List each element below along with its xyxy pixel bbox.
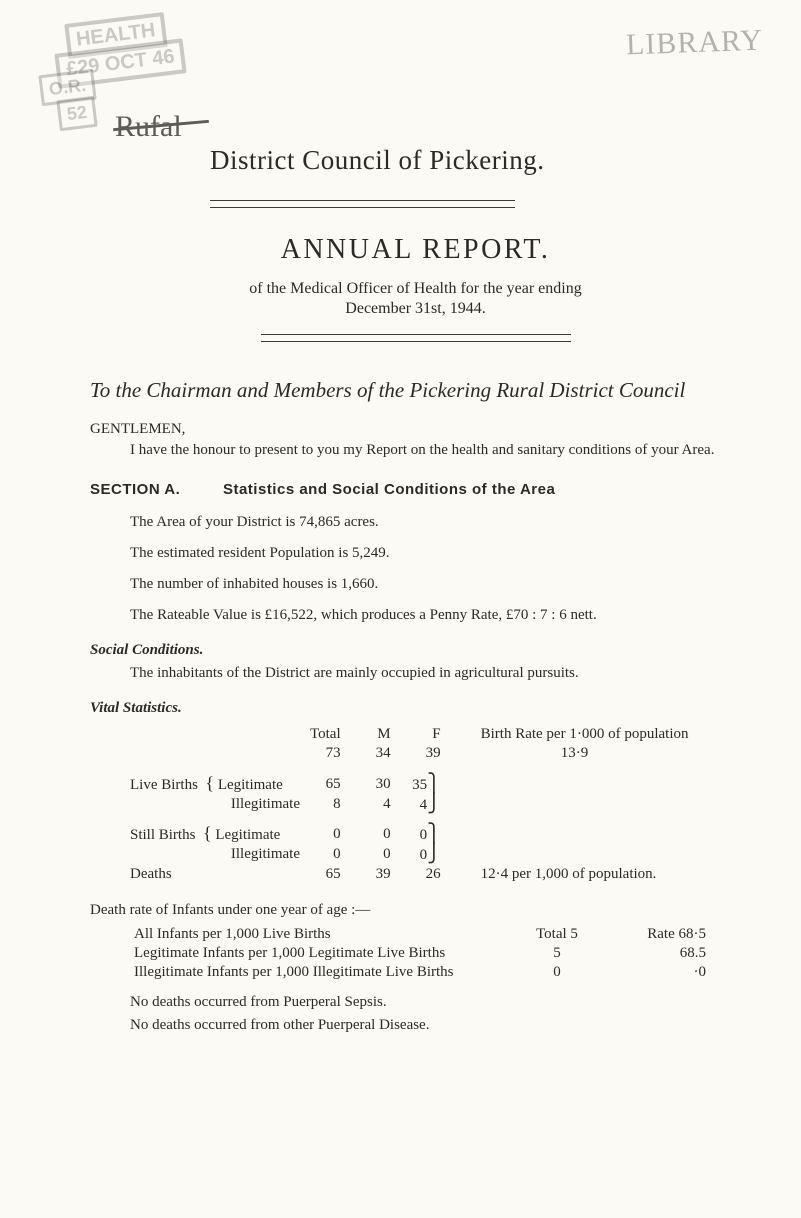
intro-paragraph: I have the honour to present to you my R… — [90, 442, 741, 459]
cell: 65 — [300, 865, 351, 884]
death-rate-text: 12·4 per 1,000 of population. — [451, 865, 699, 884]
section-a-heading: SECTION A. Statistics and Social Conditi… — [90, 481, 741, 498]
cell: Legitimate Infants per 1,000 Legitimate … — [130, 944, 518, 963]
rule-double-top — [210, 200, 515, 208]
col-header: F — [401, 725, 451, 744]
infant-death-head: Death rate of Infants under one year of … — [90, 902, 741, 919]
deaths-label: Deaths — [120, 865, 300, 884]
cell: 30 — [351, 775, 401, 795]
table-row: 73 34 39 13·9 — [120, 744, 699, 763]
table-row: Live Births { Legitimate 65 30 35⎫ — [120, 775, 699, 795]
cell: ·0 — [596, 963, 710, 982]
page: LIBRARY HEALTH £29 OCT 46 O.R. 52 Rufal … — [0, 0, 801, 1218]
area-line: The Rateable Value is £16,522, which pro… — [130, 607, 741, 624]
cell: 8 — [300, 795, 351, 815]
infant-death-rate-block: Death rate of Infants under one year of … — [90, 902, 741, 1034]
cell: 0 — [420, 847, 428, 863]
legitimate-label: Legitimate — [218, 777, 283, 793]
infant-mortality-table: All Infants per 1,000 Live Births Total … — [130, 925, 710, 982]
rule-double-mid — [261, 334, 571, 342]
cell: Illegitimate Infants per 1,000 Illegitim… — [130, 963, 518, 982]
illegitimate-label: Illegitimate — [231, 796, 300, 812]
social-conditions-text: The inhabitants of the District are main… — [130, 665, 741, 682]
cell: 65 — [300, 775, 351, 795]
section-a-label: SECTION A. — [90, 481, 180, 498]
table-row: Still Births { Legitimate 0 0 0⎫ — [120, 825, 699, 845]
cell: 39 — [351, 865, 401, 884]
cell: 0 — [518, 963, 596, 982]
live-births-label: Live Births — [130, 777, 198, 793]
cell: Rate 68·5 — [596, 925, 710, 944]
no-deaths-line: No deaths occurred from other Puerperal … — [130, 1017, 741, 1034]
col-header: M — [351, 725, 401, 744]
table-row: Illegitimate Infants per 1,000 Illegitim… — [130, 963, 710, 982]
vital-statistics-head: Vital Statistics. — [90, 700, 741, 717]
cell: 0 — [351, 845, 401, 865]
table-row: Illegitimate 0 0 0⎭ — [120, 845, 699, 865]
cell: 73 — [300, 744, 351, 763]
cell: 68.5 — [596, 944, 710, 963]
table-row: Illegitimate 8 4 4⎭ — [120, 795, 699, 815]
headline: District Council of Pickering. — [210, 145, 741, 176]
still-births-label: Still Births — [130, 827, 195, 843]
cell: All Infants per 1,000 Live Births — [130, 925, 518, 944]
table-row: Deaths 65 39 26 12·4 per 1,000 of popula… — [120, 865, 699, 884]
cell: 5 — [518, 944, 596, 963]
col-header: Total — [300, 725, 351, 744]
illegitimate-label: Illegitimate — [231, 846, 300, 862]
social-conditions-head: Social Conditions. — [90, 642, 741, 659]
table-row: Legitimate Infants per 1,000 Legitimate … — [130, 944, 710, 963]
section-a-title: Statistics and Social Conditions of the … — [223, 481, 555, 498]
cell: 4 — [420, 797, 428, 813]
no-deaths-line: No deaths occurred from Puerperal Sepsis… — [130, 994, 741, 1011]
cell: 39 — [401, 744, 451, 763]
gentlemen-salutation: GENTLEMEN, — [90, 421, 741, 438]
library-watermark: LIBRARY — [625, 24, 763, 63]
vital-statistics-table: Total M F Birth Rate per 1·000 of popula… — [120, 725, 699, 884]
subline-2: December 31st, 1944. — [90, 300, 741, 318]
cell: 35 — [412, 777, 427, 793]
cell: 4 — [351, 795, 401, 815]
annual-report-title: ANNUAL REPORT. — [90, 234, 741, 266]
area-line: The number of inhabited houses is 1,660. — [130, 576, 741, 593]
cell: Total 5 — [518, 925, 596, 944]
cell: 0 — [300, 845, 351, 865]
cell: 0 — [300, 825, 351, 845]
birth-rate-label: Birth Rate per 1·000 of population — [451, 725, 699, 744]
subline-1: of the Medical Officer of Health for the… — [90, 280, 741, 298]
birth-rate-value: 13·9 — [451, 744, 699, 763]
stamp-52: 52 — [56, 96, 98, 131]
table-row: Total M F Birth Rate per 1·000 of popula… — [120, 725, 699, 744]
table-row: All Infants per 1,000 Live Births Total … — [130, 925, 710, 944]
cell: 34 — [351, 744, 401, 763]
area-facts: The Area of your District is 74,865 acre… — [90, 514, 741, 624]
area-line: The estimated resident Population is 5,2… — [130, 545, 741, 562]
to-chairman-title: To the Chairman and Members of the Picke… — [90, 378, 741, 403]
area-line: The Area of your District is 74,865 acre… — [130, 514, 741, 531]
cell: 0 — [351, 825, 401, 845]
cell: 26 — [401, 865, 451, 884]
legitimate-label: Legitimate — [215, 827, 280, 843]
headline-rest: District Council of Pickering. — [210, 145, 544, 175]
cell: 0 — [420, 827, 428, 843]
